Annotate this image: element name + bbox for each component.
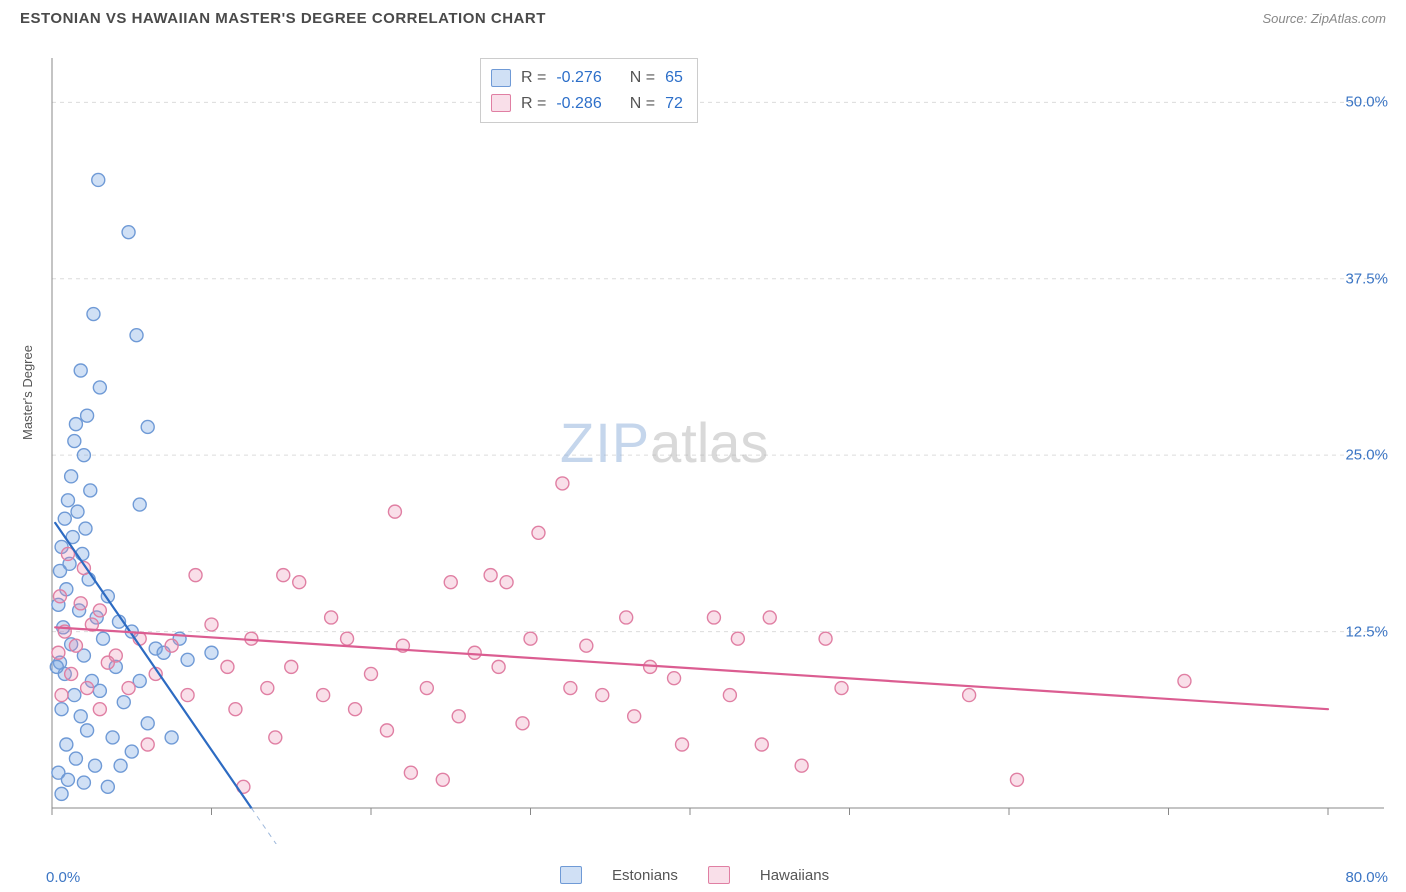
scatter-chart-svg bbox=[46, 54, 1386, 844]
chart-title: ESTONIAN VS HAWAIIAN MASTER'S DEGREE COR… bbox=[20, 10, 546, 27]
legend-label: Hawaiians bbox=[760, 867, 829, 884]
swatch-icon bbox=[708, 866, 730, 884]
swatch-icon bbox=[560, 866, 582, 884]
y-tick-label: 25.0% bbox=[1345, 447, 1388, 464]
chart-source: Source: ZipAtlas.com bbox=[1262, 11, 1386, 26]
swatch-icon bbox=[491, 69, 511, 87]
x-tick-label-max: 80.0% bbox=[1345, 869, 1388, 886]
stat-n-value: 65 bbox=[665, 65, 683, 91]
legend-label: Estonians bbox=[612, 867, 678, 884]
stats-legend-box: R = -0.276 N = 65 R = -0.286 N = 72 bbox=[480, 58, 698, 123]
stat-n-value: 72 bbox=[665, 91, 683, 117]
stat-r-label: R = bbox=[521, 91, 546, 117]
y-tick-label: 12.5% bbox=[1345, 623, 1388, 640]
chart-area bbox=[46, 54, 1386, 844]
stat-r-label: R = bbox=[521, 65, 546, 91]
stats-row-estonians: R = -0.276 N = 65 bbox=[491, 65, 683, 91]
y-tick-label: 50.0% bbox=[1345, 94, 1388, 111]
chart-header: ESTONIAN VS HAWAIIAN MASTER'S DEGREE COR… bbox=[0, 0, 1406, 33]
stats-row-hawaiians: R = -0.286 N = 72 bbox=[491, 91, 683, 117]
stat-n-label: N = bbox=[630, 91, 655, 117]
stat-r-value: -0.276 bbox=[556, 65, 601, 91]
series-legend: Estonians Hawaiians bbox=[560, 866, 829, 884]
x-tick-label-min: 0.0% bbox=[46, 869, 80, 886]
stat-r-value: -0.286 bbox=[556, 91, 601, 117]
y-axis-label: Master's Degree bbox=[20, 345, 35, 440]
stat-n-label: N = bbox=[630, 65, 655, 91]
y-tick-label: 37.5% bbox=[1345, 270, 1388, 287]
swatch-icon bbox=[491, 94, 511, 112]
